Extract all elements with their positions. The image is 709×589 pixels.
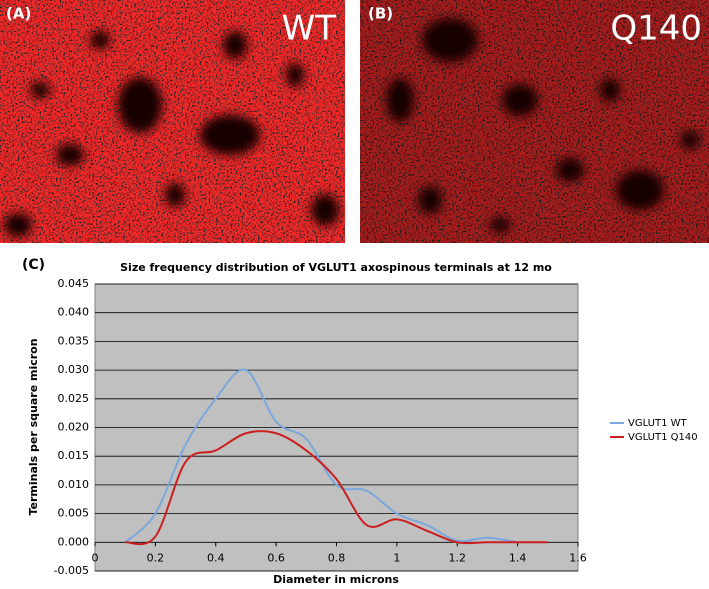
y-tick-label: 0.005 (58, 507, 90, 520)
panel-label: (A) (6, 5, 31, 23)
x-tick-label: 1 (393, 551, 400, 564)
panel-label: (B) (368, 5, 393, 23)
y-axis-title: Terminals per square micron (27, 338, 40, 515)
x-axis-title: Diameter in microns (273, 573, 399, 586)
panel-label: (C) (22, 257, 45, 273)
x-tick-label: 0.2 (147, 551, 165, 564)
y-tick-label: -0.005 (54, 564, 89, 577)
x-tick-label: 1.6 (569, 551, 587, 564)
y-tick-label: 0.035 (58, 334, 90, 347)
x-tick-label: 1.4 (509, 551, 527, 564)
panel-caption: Q140 (610, 9, 702, 49)
x-tick-label: 1.2 (449, 551, 467, 564)
micrograph-b: (B) Q140 (360, 0, 709, 243)
micrograph-a: (A) WT (0, 0, 345, 243)
y-tick-label: 0.010 (58, 478, 90, 491)
chart-title: Size frequency distribution of VGLUT1 ax… (120, 261, 552, 274)
legend-label: VGLUT1 Q140 (628, 432, 698, 443)
x-tick-label: 0.8 (328, 551, 346, 564)
x-tick-label: 0.6 (267, 551, 285, 564)
data-line (125, 430, 548, 546)
data-line (124, 368, 518, 544)
legend-label: VGLUT1 WT (628, 418, 688, 429)
x-tick-label: 0 (92, 551, 99, 564)
y-tick-label: 0.030 (58, 363, 90, 376)
y-tick-label: 0.020 (58, 421, 90, 434)
y-tick-label: 0.040 (58, 306, 90, 319)
y-tick-label: 0.015 (58, 449, 90, 462)
y-tick-label: 0.000 (58, 535, 90, 548)
panel-caption: WT (282, 9, 337, 49)
x-tick-label: 0.4 (207, 551, 225, 564)
y-tick-label: 0.025 (58, 392, 90, 405)
y-tick-label: 0.045 (58, 277, 90, 290)
